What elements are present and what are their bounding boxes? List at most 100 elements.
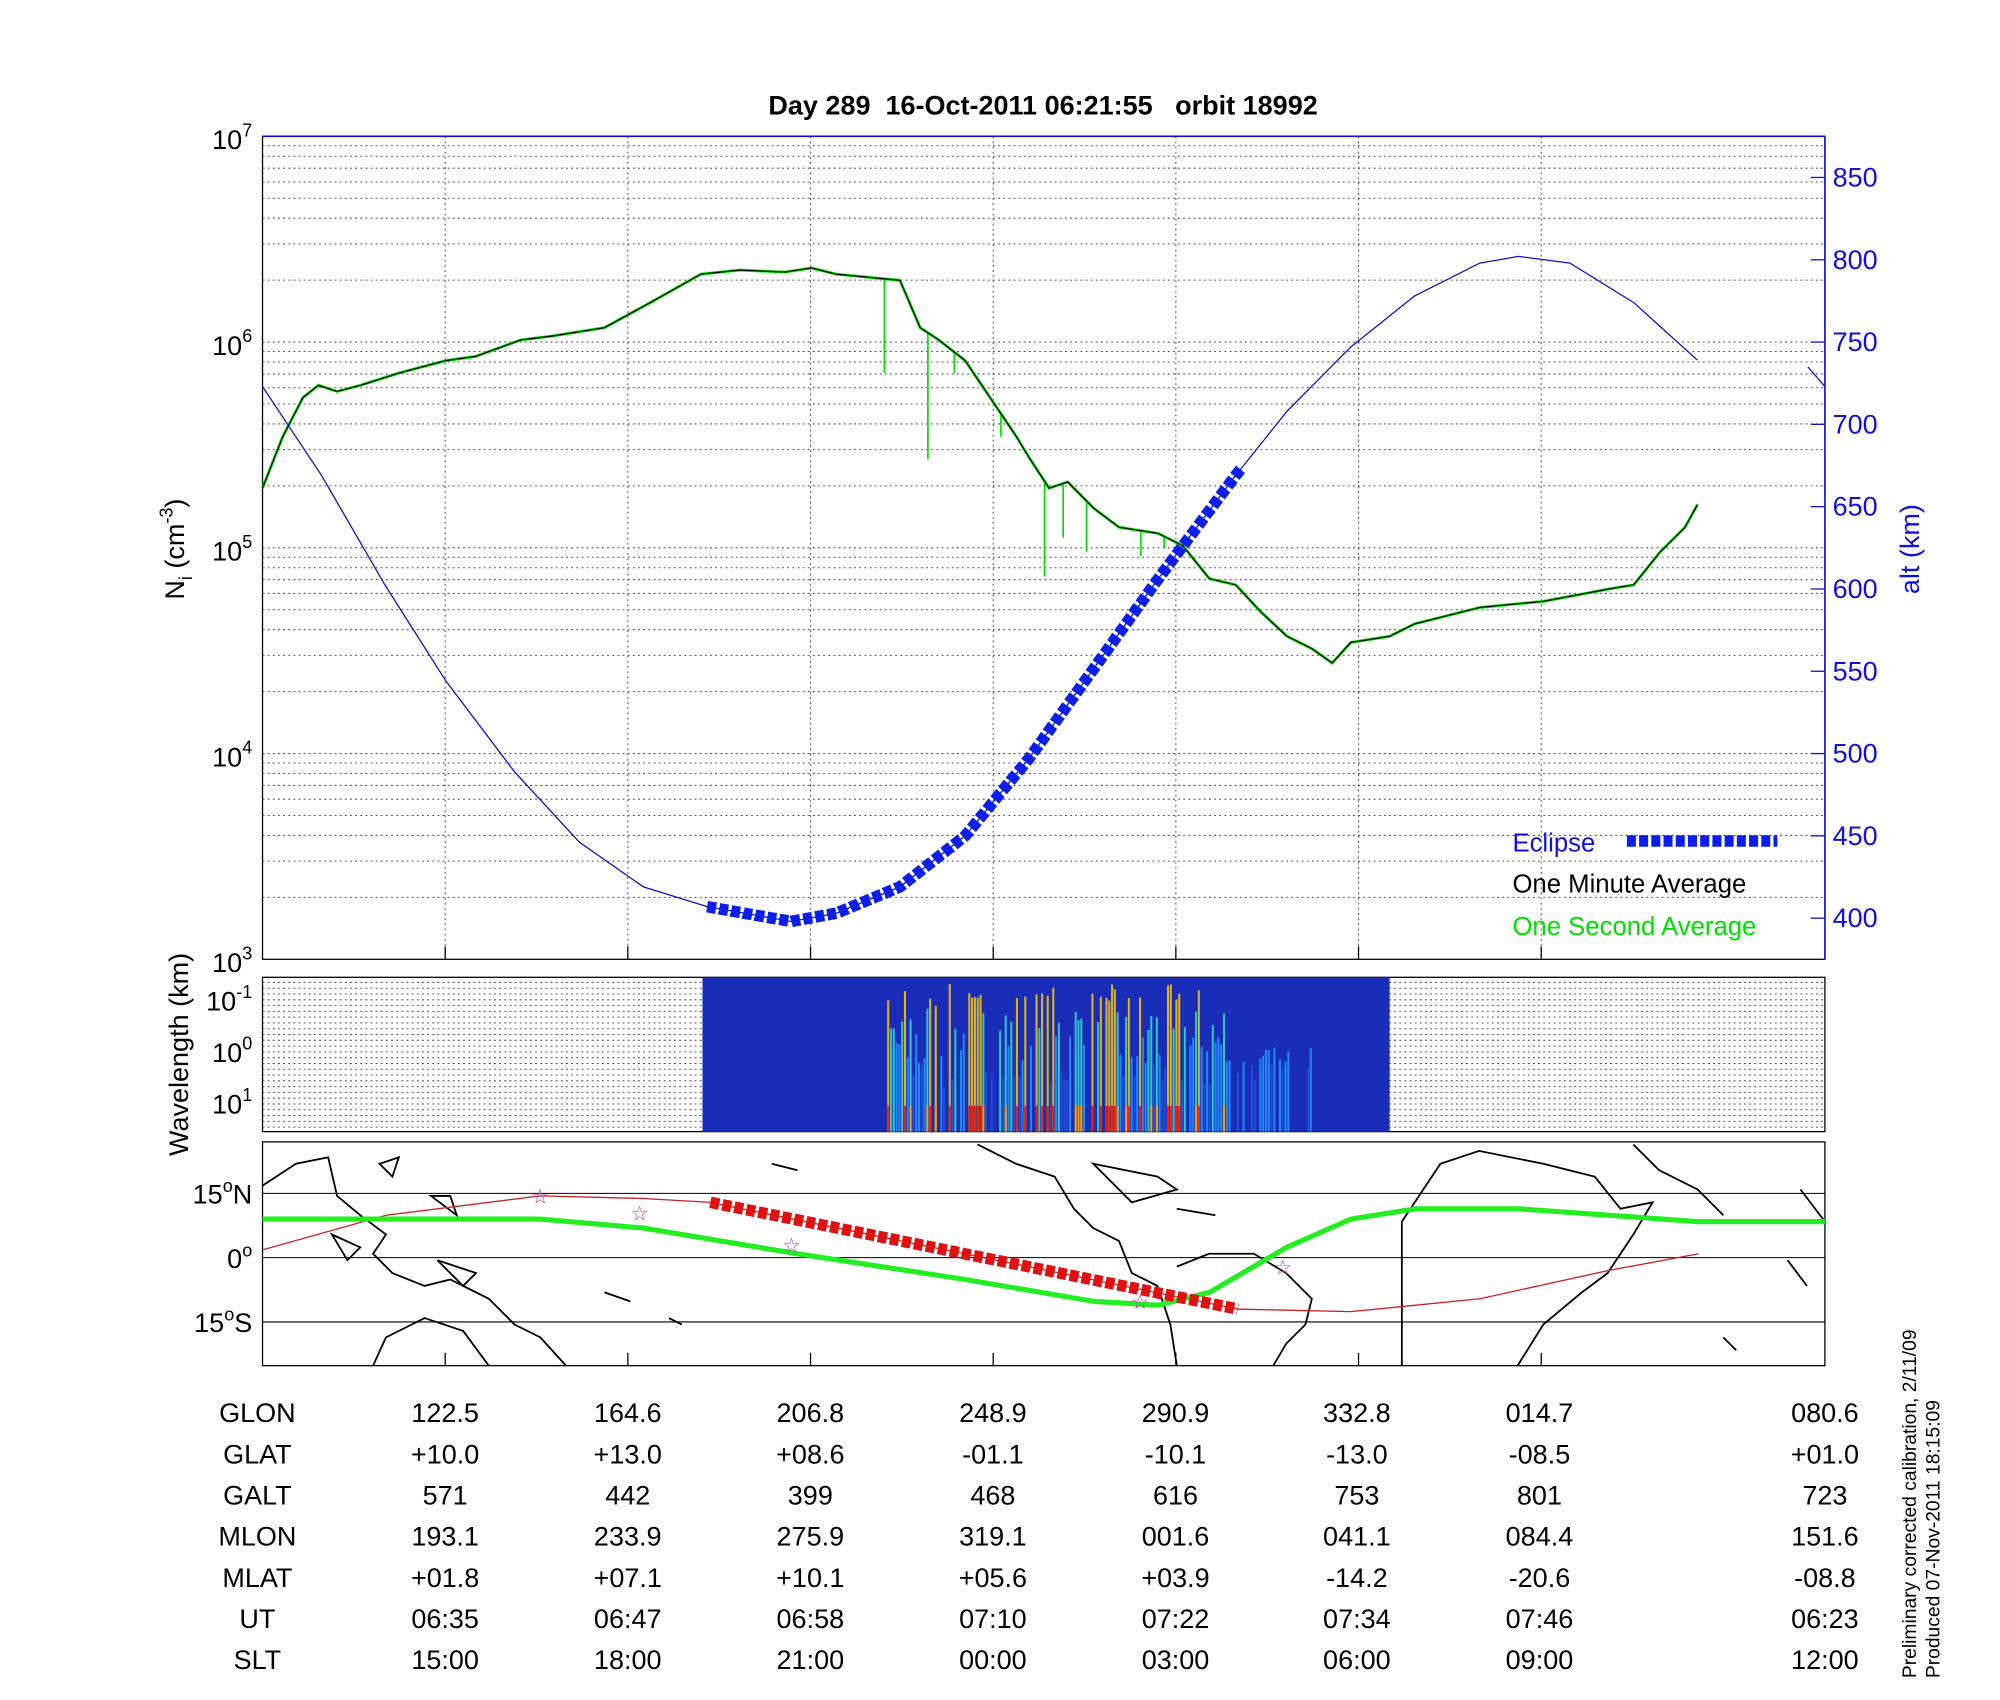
spectrogram-stripe bbox=[1133, 1077, 1136, 1132]
table-cell: 442 bbox=[605, 1481, 650, 1511]
table-cell: +13.0 bbox=[594, 1439, 662, 1469]
spectrogram-hot bbox=[1194, 1105, 1198, 1132]
spectrogram-stripe bbox=[1175, 999, 1178, 1132]
table-cell: 06:47 bbox=[594, 1604, 662, 1634]
y2-tick-label: 750 bbox=[1833, 327, 1878, 357]
table-cell: -13.0 bbox=[1326, 1439, 1388, 1469]
y2-tick-label: 850 bbox=[1833, 162, 1878, 192]
table-cell: 06:23 bbox=[1791, 1604, 1859, 1634]
spectrogram-hot bbox=[1150, 1105, 1153, 1132]
spectrogram-stripe bbox=[923, 1058, 926, 1132]
table-cell: 319.1 bbox=[959, 1522, 1027, 1552]
spectrogram-hot bbox=[1099, 1105, 1102, 1132]
row-label-galt: GALT bbox=[223, 1481, 292, 1511]
row-label-slt: SLT bbox=[234, 1645, 282, 1675]
table-cell: 290.9 bbox=[1142, 1398, 1210, 1428]
altitude-line-tail bbox=[1807, 366, 1826, 387]
eclipse-marker-line bbox=[706, 464, 1247, 928]
spectrogram-stripe bbox=[903, 991, 907, 1132]
spectrogram-stripe bbox=[1141, 1037, 1144, 1132]
spectrogram-stripe bbox=[909, 1019, 912, 1132]
row-label-mlat: MLAT bbox=[222, 1563, 292, 1593]
spectrogram-stripe bbox=[1021, 1060, 1024, 1132]
calibration-note: Preliminary corrected calibration, 2/11/… bbox=[1900, 1329, 1921, 1678]
spectrogram-stripe bbox=[1077, 1020, 1080, 1132]
spectrogram-stripe bbox=[1183, 1027, 1186, 1132]
y2-tick-label: 800 bbox=[1833, 245, 1878, 275]
ephemeris-table: GLON 122.5 164.6 206.8 248.9 290.9 332.8 014.7 0… bbox=[218, 1398, 1859, 1675]
spectrogram-hot bbox=[1127, 1105, 1130, 1132]
spectrogram-stripe bbox=[940, 1056, 943, 1132]
y2-tick-label: 650 bbox=[1833, 492, 1878, 522]
spectrogram-stripe bbox=[973, 997, 976, 1132]
spectrogram-stripe bbox=[1242, 1061, 1245, 1132]
table-cell: 06:35 bbox=[411, 1604, 479, 1634]
table-cell: 275.9 bbox=[777, 1522, 845, 1552]
spectrogram-hot bbox=[1111, 1105, 1114, 1132]
spectrogram-stripe bbox=[1200, 1047, 1203, 1132]
spectrogram-stripe bbox=[1144, 1062, 1147, 1132]
ground-track-line bbox=[262, 1206, 1825, 1308]
spectrogram-stripe bbox=[1164, 1067, 1167, 1132]
spectrogram-stripe bbox=[1253, 1079, 1256, 1132]
table-cell: +10.0 bbox=[411, 1439, 479, 1469]
spectrogram-stripe bbox=[1172, 1028, 1175, 1132]
table-cell: -01.1 bbox=[962, 1439, 1024, 1469]
table-cell: 041.1 bbox=[1323, 1522, 1391, 1552]
spectrogram-stripe bbox=[1029, 1046, 1032, 1132]
table-cell: 164.6 bbox=[594, 1398, 662, 1428]
spectrogram-hot bbox=[887, 1105, 890, 1132]
spectrogram-stripe bbox=[1273, 1047, 1276, 1132]
spectrogram-hot bbox=[1046, 1105, 1049, 1132]
spectrogram-stripe bbox=[1015, 998, 1018, 1132]
spectrogram-stripe bbox=[898, 1044, 901, 1132]
spectrogram-hot bbox=[1091, 1105, 1094, 1132]
table-cell: 723 bbox=[1802, 1481, 1847, 1511]
spectrogram-stripe bbox=[951, 1079, 954, 1132]
spectrogram-stripe bbox=[954, 1028, 957, 1132]
spectrogram-stripe bbox=[901, 1021, 904, 1132]
spectrogram-hot bbox=[1041, 1105, 1044, 1132]
spectrogram-hot bbox=[976, 1105, 979, 1132]
table-cell: 233.9 bbox=[594, 1522, 662, 1552]
spectrogram-stripe bbox=[1013, 1076, 1016, 1132]
spectrogram-stripe bbox=[1153, 1064, 1156, 1132]
star-marker-icon: ☆ bbox=[782, 1234, 800, 1257]
latitude-tick-label: 0o bbox=[227, 1240, 252, 1274]
spectrogram-stripe bbox=[1136, 1056, 1139, 1132]
legend: Eclipse One Minute Average One Second Av… bbox=[1512, 829, 1778, 941]
table-cell: -10.1 bbox=[1145, 1439, 1207, 1469]
y2-tick-label: 450 bbox=[1833, 821, 1878, 851]
chart-title: Day 289 16-Oct-2011 06:21:55 orbit 18992 bbox=[768, 90, 1317, 120]
table-cell: 571 bbox=[423, 1481, 468, 1511]
table-cell: 15:00 bbox=[411, 1645, 479, 1675]
spectrogram-hot bbox=[1178, 1105, 1181, 1132]
table-cell: 332.8 bbox=[1323, 1398, 1391, 1428]
spectrogram-stripe bbox=[917, 1063, 921, 1132]
spectrogram-stripe bbox=[1161, 1081, 1164, 1132]
y-tick-label: 105 bbox=[212, 532, 252, 567]
spectrogram-stripe bbox=[926, 1008, 929, 1132]
table-cell: 468 bbox=[970, 1481, 1015, 1511]
spectrogram-stripe bbox=[1217, 1037, 1220, 1132]
star-marker-icon: ☆ bbox=[1274, 1256, 1292, 1279]
spectrogram-hot bbox=[903, 1105, 907, 1132]
spectrogram-hot bbox=[1108, 1105, 1111, 1132]
y2-tick-label: 400 bbox=[1833, 903, 1878, 933]
table-cell: +03.9 bbox=[1141, 1563, 1209, 1593]
spectrogram-stripe bbox=[1080, 1018, 1083, 1132]
spectrogram-stripe bbox=[1189, 1045, 1192, 1132]
spectrogram-stripe bbox=[962, 1033, 965, 1132]
star-marker-icon: ☆ bbox=[531, 1186, 549, 1209]
spectrogram-stripe bbox=[1264, 1049, 1268, 1132]
spectrogram-stripe bbox=[1220, 1043, 1223, 1132]
table-cell: 07:22 bbox=[1142, 1604, 1210, 1634]
spectrogram-hot bbox=[968, 1105, 971, 1132]
y-tick-label: 107 bbox=[212, 120, 252, 155]
spectrogram-hot bbox=[979, 1105, 982, 1132]
spectrogram-hot bbox=[982, 1105, 985, 1132]
spectrogram-hot bbox=[973, 1105, 976, 1132]
spectrogram-hot bbox=[1169, 1105, 1172, 1132]
spectrogram-stripe bbox=[979, 995, 982, 1132]
spectrogram-hot bbox=[1113, 1105, 1116, 1132]
